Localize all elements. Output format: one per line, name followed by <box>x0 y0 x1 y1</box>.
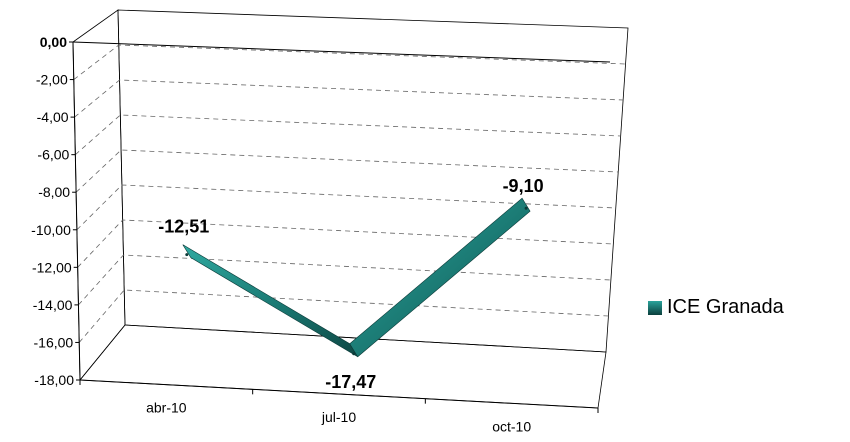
legend-swatch <box>648 301 662 315</box>
series-point <box>185 253 188 256</box>
data-label: -9,10 <box>503 176 544 196</box>
series-segment <box>350 198 530 357</box>
gridline <box>75 115 620 155</box>
series-point <box>525 207 528 210</box>
series-point <box>352 352 355 355</box>
y-tick-label: -16,00 <box>34 334 74 350</box>
gridline <box>79 290 608 342</box>
y-tick-label: -14,00 <box>33 297 73 313</box>
floor <box>80 325 606 408</box>
gridline <box>78 255 610 305</box>
y-tick-label: -8,00 <box>38 184 70 200</box>
y-axis-line <box>73 42 80 380</box>
legend: ICE Granada <box>648 296 784 319</box>
y-tick-labels: 0,00 -2,00 -4,00 -6,00 -8,00 -10,00 -12,00 -14,… <box>31 34 80 388</box>
y-tick-label: -10,00 <box>31 222 71 238</box>
series-segment <box>183 245 358 357</box>
side-wall <box>73 10 125 380</box>
gridline <box>75 80 624 117</box>
data-label: -17,47 <box>325 372 376 392</box>
y-tick-label: -6,00 <box>37 147 69 163</box>
data-labels: -12,51 -17,47 -9,10 <box>158 176 543 392</box>
series-ribbon <box>183 198 530 357</box>
y-tick-label: 0,00 <box>40 34 67 50</box>
y-tick-label: -18,00 <box>34 372 74 388</box>
data-label: -12,51 <box>158 217 209 237</box>
axes <box>73 42 610 408</box>
y-tick-label: -12,00 <box>32 259 72 275</box>
top-axis-line <box>73 42 610 62</box>
y-tick-label: -4,00 <box>37 109 69 125</box>
gridline <box>74 45 626 80</box>
y-tick-label: -2,00 <box>36 72 68 88</box>
legend-label: ICE Granada <box>667 296 784 319</box>
x-tick-label: jul-10 <box>321 409 356 425</box>
x-tick-label: abr-10 <box>146 400 187 416</box>
x-tick-label: oct-10 <box>492 418 531 434</box>
